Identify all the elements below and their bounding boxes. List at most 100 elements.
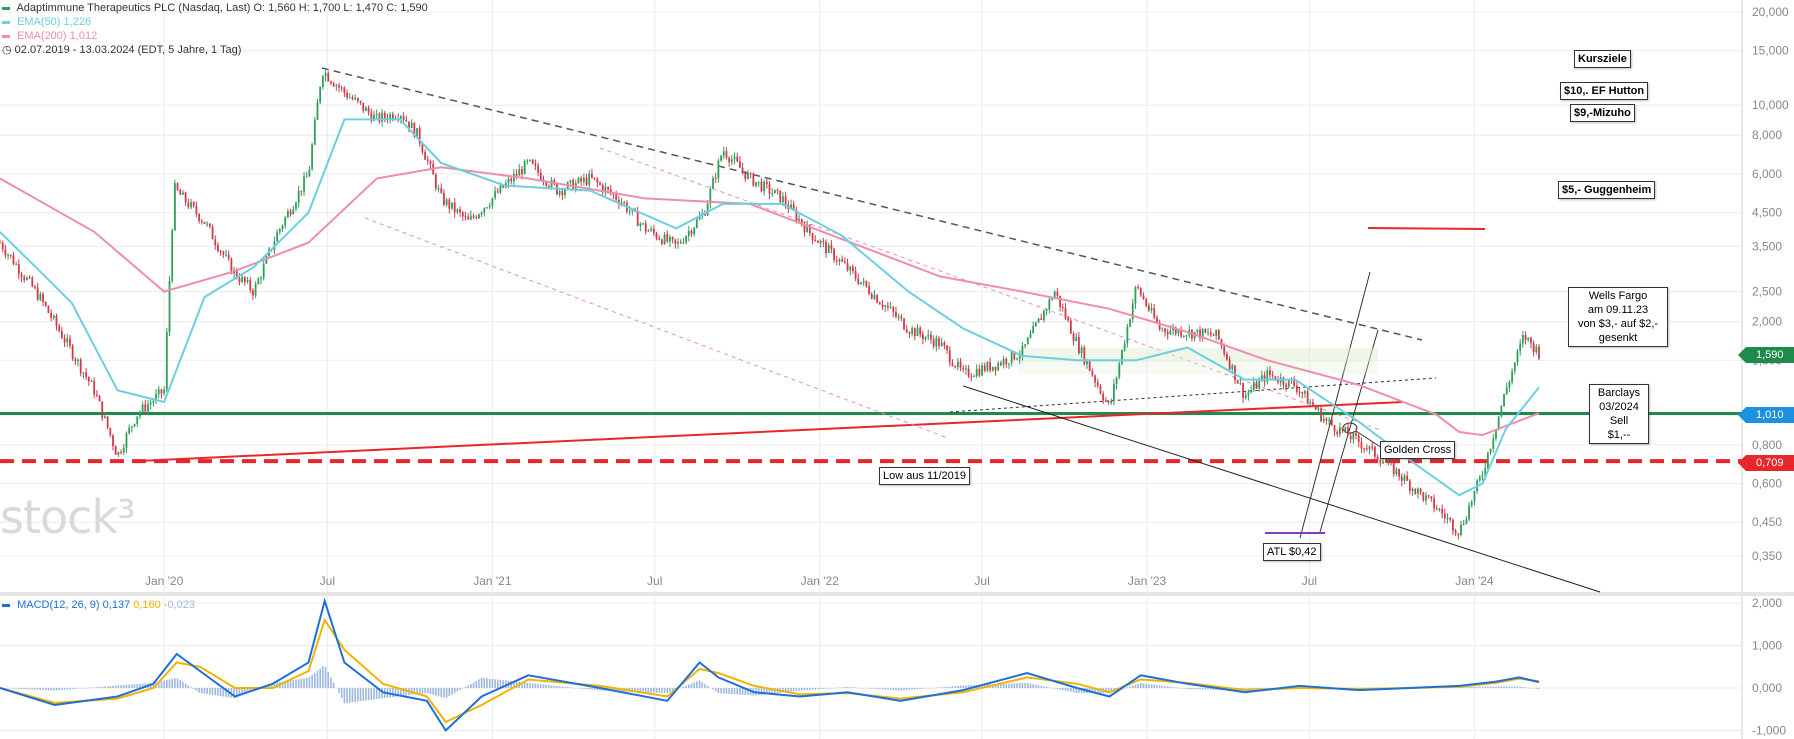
candle-body	[954, 365, 957, 368]
macd-histogram-bar	[650, 688, 652, 693]
macd-histogram-bar	[1140, 682, 1142, 688]
macd-histogram-bar	[1053, 688, 1056, 689]
candle-body	[924, 336, 927, 340]
macd-legend[interactable]: MACD(12, 26, 9) 0,137 0,160 -0,023	[2, 597, 195, 613]
macd-histogram-bar	[435, 688, 437, 696]
macd-histogram-bar	[857, 687, 860, 689]
macd-histogram-bar	[766, 688, 768, 695]
candle-body	[1150, 308, 1153, 311]
candle-body	[1425, 495, 1427, 501]
resistance-zone	[1018, 348, 1378, 362]
candle-body	[0, 242, 1, 244]
candle-body	[1357, 435, 1360, 443]
candle-body	[1209, 332, 1212, 336]
macd-histogram-bar	[87, 687, 90, 689]
candle-body	[1164, 328, 1166, 332]
macd-histogram-bar	[268, 684, 270, 688]
candle-body	[109, 427, 112, 436]
candle-body	[1360, 442, 1363, 449]
macd-histogram-bar	[467, 685, 469, 688]
candle-body	[1204, 328, 1207, 333]
candle-body	[1368, 446, 1371, 450]
candle-body	[795, 209, 798, 221]
candle-body	[429, 161, 432, 164]
macd-histogram-bar	[1172, 687, 1174, 688]
macd-histogram-bar	[938, 687, 940, 688]
macd-histogram-bar	[133, 684, 136, 688]
candle-body	[695, 219, 698, 228]
macd-histogram-bar	[924, 688, 927, 689]
candle-body	[90, 380, 93, 382]
candle-body	[973, 375, 975, 377]
candle-body	[491, 197, 494, 206]
macd-histogram-bar	[679, 687, 682, 689]
macd-histogram-bar	[475, 680, 478, 688]
ema200-legend[interactable]: EMA(200) 1,012	[2, 28, 97, 44]
candle-body	[744, 171, 747, 179]
candle-body	[1497, 416, 1500, 430]
macd-histogram-bar	[20, 688, 23, 690]
ema50-legend[interactable]: EMA(50) 1,226	[2, 14, 91, 30]
candle-body	[125, 433, 128, 448]
macd-histogram-bar	[564, 686, 566, 688]
candle-body	[843, 261, 846, 263]
macd-histogram-bar	[93, 687, 95, 688]
candle-body	[1298, 391, 1301, 393]
candle-body	[1390, 459, 1392, 462]
candle-body	[1083, 347, 1086, 365]
signal-value: 0,160	[133, 599, 161, 611]
candle-body	[332, 83, 335, 87]
candle-body	[841, 259, 844, 262]
macd-histogram-bar	[287, 680, 289, 688]
macd-histogram-bar	[1123, 688, 1126, 689]
macd-histogram-bar	[141, 683, 144, 688]
macd-histogram-bar	[1002, 683, 1005, 688]
macd-histogram-bar	[1029, 683, 1032, 688]
candle-body	[768, 184, 771, 194]
y-tick-label: 0,450	[1752, 515, 1782, 529]
macd-histogram-bar	[1153, 684, 1156, 688]
candle-body	[1153, 308, 1156, 318]
x-tick-label: Jan '22	[801, 574, 840, 588]
macd-histogram-bar	[634, 688, 636, 692]
candle-body	[383, 112, 386, 118]
macd-histogram-bar	[1479, 686, 1481, 688]
candle-body	[260, 278, 262, 280]
candle-body	[184, 192, 187, 203]
candle-body	[1473, 491, 1476, 502]
macd-histogram-bar	[429, 688, 432, 695]
macd-histogram-bar	[1040, 685, 1043, 688]
candle-body	[892, 307, 895, 312]
macd-histogram-bar	[101, 686, 104, 688]
candle-body	[1344, 427, 1347, 431]
candle-body	[1295, 385, 1298, 392]
macd-histogram-bar	[319, 668, 321, 688]
macd-histogram-bar	[1185, 688, 1188, 689]
candle-body	[1260, 375, 1263, 380]
macd-histogram-bar	[731, 688, 733, 695]
macd-histogram-bar	[916, 688, 919, 690]
candle-body	[739, 161, 741, 168]
macd-histogram-bar	[1094, 688, 1096, 694]
macd-histogram-bar	[1064, 688, 1067, 691]
macd-histogram-bar	[728, 688, 730, 694]
macd-histogram-bar	[787, 688, 790, 692]
candle-body	[1021, 345, 1024, 356]
x-tick-label: Jan '21	[473, 574, 512, 588]
candle-body	[254, 284, 257, 296]
macd-histogram-bar	[1107, 688, 1110, 694]
barclays-line: Barclays	[1597, 387, 1641, 399]
candle-body	[1228, 359, 1231, 370]
macd-histogram-bar	[642, 688, 644, 693]
macd-histogram-bar	[4, 688, 7, 689]
candle-body	[1320, 408, 1322, 422]
macd-histogram-bar	[58, 688, 60, 691]
candle-body	[1269, 370, 1271, 376]
candle-body	[545, 181, 548, 186]
macd-histogram-bar	[114, 685, 117, 688]
candle-body	[26, 277, 28, 280]
candle-body	[1355, 432, 1357, 436]
macd-histogram-bar	[453, 688, 456, 694]
candle-body	[938, 338, 940, 347]
